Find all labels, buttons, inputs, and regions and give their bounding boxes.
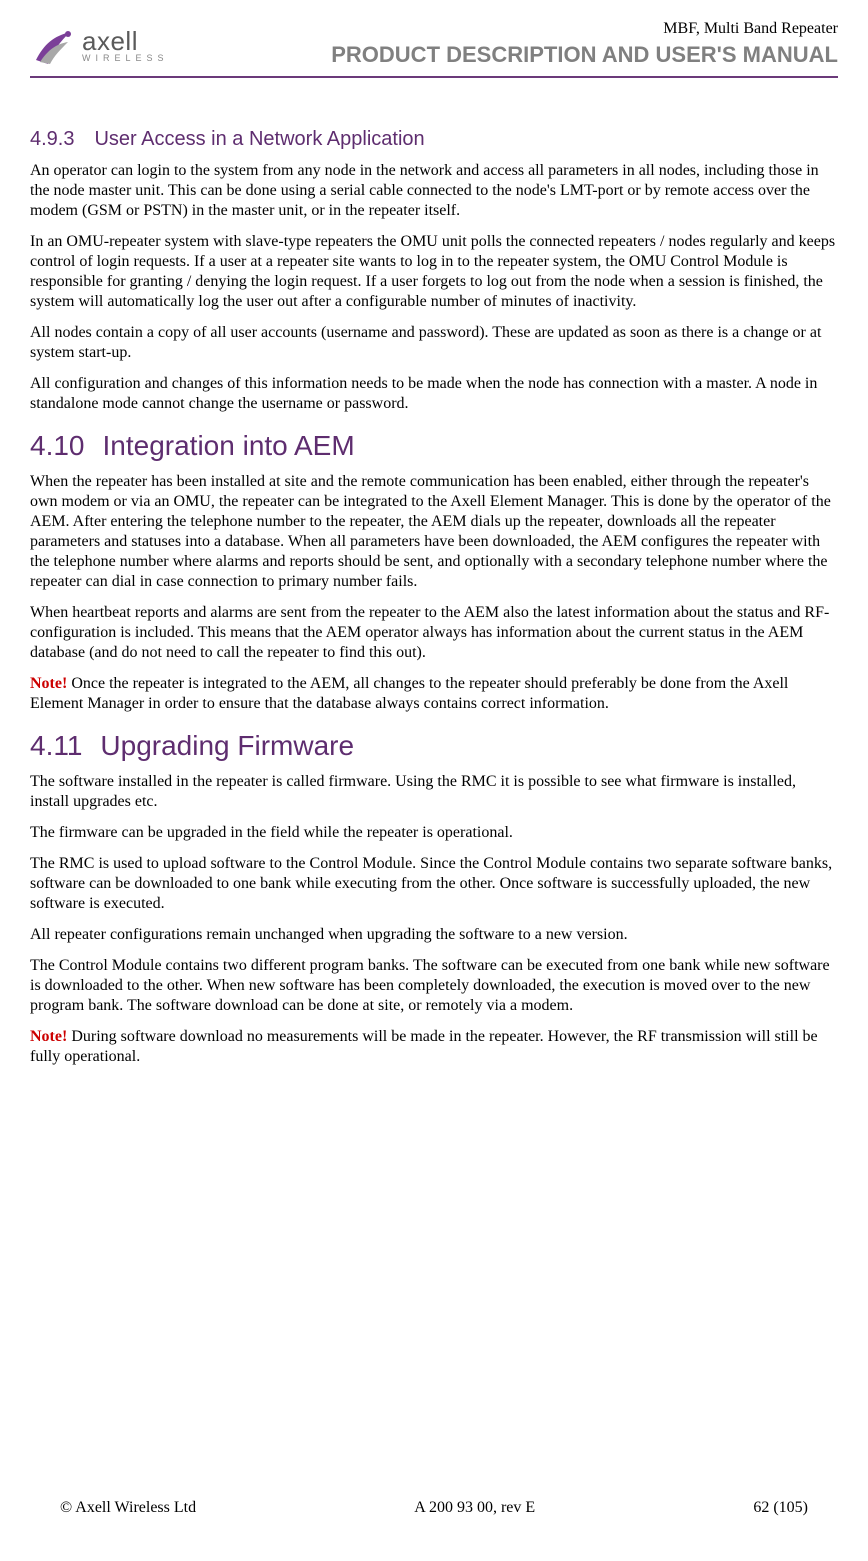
doc-subject: MBF, Multi Band Repeater xyxy=(331,20,838,38)
section-title: Integration into AEM xyxy=(103,430,355,462)
body-paragraph: Note! During software download no measur… xyxy=(30,1027,838,1067)
section-title: User Access in a Network Application xyxy=(94,128,424,151)
logo-swoosh-icon xyxy=(30,22,76,68)
body-paragraph: An operator can login to the system from… xyxy=(30,161,838,221)
page-footer: © Axell Wireless Ltd A 200 93 00, rev E … xyxy=(60,1499,808,1517)
body-paragraph: The firmware can be upgraded in the fiel… xyxy=(30,823,838,843)
section-heading: 4.11 Upgrading Firmware xyxy=(30,730,838,762)
paragraph-text: An operator can login to the system from… xyxy=(30,162,819,219)
logo-subtitle: WIRELESS xyxy=(82,54,169,63)
paragraph-text: Once the repeater is integrated to the A… xyxy=(30,675,788,712)
body-paragraph: All configuration and changes of this in… xyxy=(30,374,838,414)
doc-title: PRODUCT DESCRIPTION AND USER'S MANUAL xyxy=(331,42,838,68)
body-paragraph: In an OMU-repeater system with slave-typ… xyxy=(30,232,838,312)
section-title: Upgrading Firmware xyxy=(100,730,354,762)
section-number: 4.9.3 xyxy=(30,128,74,151)
paragraph-text: During software download no measurements… xyxy=(30,1028,818,1065)
paragraph-text: In an OMU-repeater system with slave-typ… xyxy=(30,233,835,310)
header-gap xyxy=(30,82,838,110)
paragraph-text: The Control Module contains two differen… xyxy=(30,957,830,1014)
document-body: 4.9.3 User Access in a Network Applicatio… xyxy=(30,128,838,1067)
paragraph-text: When heartbeat reports and alarms are se… xyxy=(30,604,829,661)
section-heading: 4.9.3 User Access in a Network Applicatio… xyxy=(30,128,838,151)
body-paragraph: Note! Once the repeater is integrated to… xyxy=(30,674,838,714)
body-paragraph: When the repeater has been installed at … xyxy=(30,472,838,592)
body-paragraph: The Control Module contains two differen… xyxy=(30,956,838,1016)
footer-doc-number: A 200 93 00, rev E xyxy=(414,1499,535,1517)
paragraph-text: All nodes contain a copy of all user acc… xyxy=(30,324,821,361)
logo-text: axell WIRELESS xyxy=(82,28,169,63)
note-label: Note! xyxy=(30,675,67,692)
paragraph-text: All configuration and changes of this in… xyxy=(30,375,817,412)
section-number: 4.11 xyxy=(30,730,82,762)
paragraph-text: The RMC is used to upload software to th… xyxy=(30,855,832,912)
note-label: Note! xyxy=(30,1028,67,1045)
logo-brand: axell xyxy=(82,28,169,54)
paragraph-text: All repeater configurations remain uncha… xyxy=(30,926,628,943)
section-heading: 4.10 Integration into AEM xyxy=(30,430,838,462)
footer-copyright: © Axell Wireless Ltd xyxy=(60,1499,196,1517)
body-paragraph: The RMC is used to upload software to th… xyxy=(30,854,838,914)
paragraph-text: The firmware can be upgraded in the fiel… xyxy=(30,824,513,841)
page: axell WIRELESS MBF, Multi Band Repeater … xyxy=(30,20,838,1541)
body-paragraph: All nodes contain a copy of all user acc… xyxy=(30,323,838,363)
paragraph-text: The software installed in the repeater i… xyxy=(30,773,796,810)
footer-page-number: 62 (105) xyxy=(753,1499,808,1517)
body-paragraph: The software installed in the repeater i… xyxy=(30,772,838,812)
header-right: MBF, Multi Band Repeater PRODUCT DESCRIP… xyxy=(331,20,838,68)
page-header: axell WIRELESS MBF, Multi Band Repeater … xyxy=(30,20,838,78)
section-number: 4.10 xyxy=(30,430,85,462)
body-paragraph: When heartbeat reports and alarms are se… xyxy=(30,603,838,663)
body-paragraph: All repeater configurations remain uncha… xyxy=(30,925,838,945)
paragraph-text: When the repeater has been installed at … xyxy=(30,473,831,590)
logo: axell WIRELESS xyxy=(30,22,169,68)
